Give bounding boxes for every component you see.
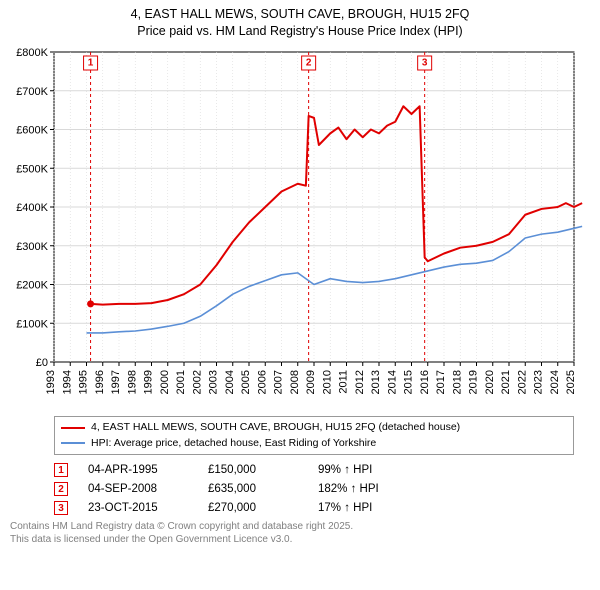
svg-text:2009: 2009 — [305, 370, 317, 394]
svg-text:2005: 2005 — [240, 370, 252, 394]
svg-text:2007: 2007 — [273, 370, 285, 394]
event-marker-icon: 2 — [54, 482, 68, 496]
svg-text:2021: 2021 — [500, 370, 512, 394]
chart-area: £0 £100K £200K £300K £400K £500K £600K £700K £80… — [0, 44, 600, 412]
svg-text:1: 1 — [88, 57, 94, 68]
svg-text:1994: 1994 — [61, 370, 73, 394]
svg-text:2025: 2025 — [565, 370, 577, 394]
event-marker-icon: 1 — [54, 463, 68, 477]
header-line-1: 4, EAST HALL MEWS, SOUTH CAVE, BROUGH, H… — [4, 6, 596, 23]
event-row: 1 04-APR-1995 £150,000 99% ↑ HPI — [54, 463, 590, 477]
event-marker-icon: 3 — [54, 501, 68, 515]
event-date: 23-OCT-2015 — [88, 502, 188, 514]
event-pct: 182% ↑ HPI — [318, 483, 438, 495]
svg-text:2001: 2001 — [175, 370, 187, 394]
event-price: £150,000 — [208, 464, 298, 476]
svg-text:2023: 2023 — [533, 370, 545, 394]
event-list: 1 04-APR-1995 £150,000 99% ↑ HPI 2 04-SE… — [54, 463, 590, 515]
svg-text:£200K: £200K — [16, 279, 48, 291]
line-chart-svg: £0 £100K £200K £300K £400K £500K £600K £700K £80… — [0, 44, 600, 412]
legend-item: HPI: Average price, detached house, East… — [61, 436, 567, 452]
svg-text:£100K: £100K — [16, 318, 48, 330]
svg-text:2011: 2011 — [338, 370, 350, 394]
svg-text:1993: 1993 — [45, 370, 57, 394]
svg-text:2014: 2014 — [386, 370, 398, 394]
legend-label: 4, EAST HALL MEWS, SOUTH CAVE, BROUGH, H… — [91, 420, 460, 436]
svg-text:1999: 1999 — [143, 370, 155, 394]
svg-text:2022: 2022 — [516, 370, 528, 394]
svg-text:2008: 2008 — [289, 370, 301, 394]
svg-text:2010: 2010 — [321, 370, 333, 394]
svg-text:2004: 2004 — [224, 370, 236, 394]
svg-text:£600K: £600K — [16, 124, 48, 136]
legend-item: 4, EAST HALL MEWS, SOUTH CAVE, BROUGH, H… — [61, 420, 567, 436]
svg-text:£400K: £400K — [16, 202, 48, 214]
event-pct: 99% ↑ HPI — [318, 464, 438, 476]
svg-text:2015: 2015 — [403, 370, 415, 394]
event-date: 04-APR-1995 — [88, 464, 188, 476]
header-line-2: Price paid vs. HM Land Registry's House … — [4, 23, 596, 40]
svg-text:£500K: £500K — [16, 163, 48, 175]
svg-text:2000: 2000 — [159, 370, 171, 394]
event-price: £270,000 — [208, 502, 298, 514]
chart-header: 4, EAST HALL MEWS, SOUTH CAVE, BROUGH, H… — [0, 0, 600, 44]
svg-text:£700K: £700K — [16, 86, 48, 98]
footer-line-1: Contains HM Land Registry data © Crown c… — [10, 520, 590, 533]
svg-text:3: 3 — [422, 57, 428, 68]
legend-swatch — [61, 427, 85, 429]
svg-text:2012: 2012 — [354, 370, 366, 394]
event-row: 3 23-OCT-2015 £270,000 17% ↑ HPI — [54, 501, 590, 515]
svg-text:2002: 2002 — [191, 370, 203, 394]
svg-text:£0: £0 — [36, 357, 48, 369]
event-row: 2 04-SEP-2008 £635,000 182% ↑ HPI — [54, 482, 590, 496]
svg-text:£800K: £800K — [16, 47, 48, 59]
legend-swatch — [61, 442, 85, 444]
legend: 4, EAST HALL MEWS, SOUTH CAVE, BROUGH, H… — [54, 416, 574, 456]
svg-text:2013: 2013 — [370, 370, 382, 394]
svg-text:2003: 2003 — [208, 370, 220, 394]
event-date: 04-SEP-2008 — [88, 483, 188, 495]
svg-text:2006: 2006 — [256, 370, 268, 394]
svg-text:2020: 2020 — [484, 370, 496, 394]
svg-text:1997: 1997 — [110, 370, 122, 394]
svg-text:2016: 2016 — [419, 370, 431, 394]
legend-label: HPI: Average price, detached house, East… — [91, 436, 376, 452]
svg-text:1998: 1998 — [126, 370, 138, 394]
footer: Contains HM Land Registry data © Crown c… — [10, 520, 590, 546]
svg-text:2018: 2018 — [451, 370, 463, 394]
event-price: £635,000 — [208, 483, 298, 495]
svg-text:2: 2 — [306, 57, 312, 68]
svg-text:1996: 1996 — [94, 370, 106, 394]
event-pct: 17% ↑ HPI — [318, 502, 438, 514]
svg-text:2017: 2017 — [435, 370, 447, 394]
svg-text:1995: 1995 — [78, 370, 90, 394]
svg-text:2019: 2019 — [468, 370, 480, 394]
footer-line-2: This data is licensed under the Open Gov… — [10, 533, 590, 546]
svg-text:2024: 2024 — [549, 370, 561, 394]
svg-text:£300K: £300K — [16, 241, 48, 253]
